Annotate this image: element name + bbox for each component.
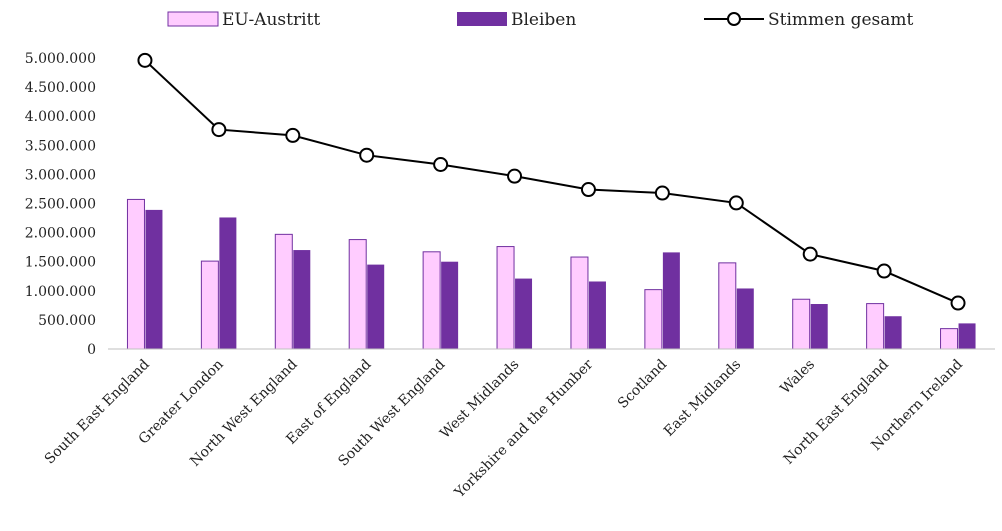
total-votes-point [507, 168, 523, 184]
y-tick-label: 5.000.000 [25, 51, 96, 67]
bar-eu-austritt [200, 260, 219, 350]
total-votes-point [950, 295, 966, 311]
legend: EU-Austritt Bleiben Stimmen gesamt [167, 10, 913, 30]
bar-bleiben [958, 323, 976, 349]
bar-bleiben [219, 217, 237, 349]
total-votes-point [359, 147, 375, 163]
total-votes-point [137, 52, 153, 68]
bar-eu-austritt [126, 198, 145, 350]
bar-eu-austritt [792, 298, 811, 350]
bar-eu-austritt [422, 251, 441, 350]
legend-swatch-eu-austritt [167, 11, 219, 27]
bar-bleiben [588, 281, 606, 349]
bar-eu-austritt [348, 239, 367, 350]
total-votes-point [211, 122, 227, 138]
y-axis: 0 500.000 1.000.000 1.500.000 2.000.000 2.500… [25, 51, 96, 358]
bar-eu-austritt [496, 246, 515, 350]
x-tick-label: East Midlands [661, 357, 744, 440]
legend-marker-stimmen-gesamt [727, 12, 741, 26]
bar-bleiben [515, 278, 533, 349]
x-tick-label: Scotland [615, 356, 670, 411]
bar-bleiben [367, 264, 385, 349]
bar-bleiben [662, 252, 680, 349]
y-tick-label: 1.000.000 [25, 284, 96, 300]
x-tick-label: West Midlands [437, 357, 522, 442]
bar-eu-austritt [644, 289, 663, 350]
total-votes-point [654, 185, 670, 201]
total-votes-point [285, 127, 301, 143]
bars [126, 198, 976, 350]
bar-eu-austritt [940, 328, 959, 350]
total-votes-point [876, 263, 892, 279]
bar-bleiben [736, 288, 754, 349]
total-votes-point [580, 182, 596, 198]
y-tick-label: 3.500.000 [25, 138, 96, 154]
total-votes-point [802, 246, 818, 262]
y-tick-label: 4.000.000 [25, 109, 96, 125]
bar-eu-austritt [866, 303, 885, 350]
total-votes-point [728, 195, 744, 211]
total-votes-line [144, 59, 959, 304]
bar-bleiben [293, 250, 311, 349]
y-tick-label: 2.000.000 [25, 226, 96, 242]
x-tick-label: Yorkshire and the Humber [451, 356, 596, 501]
legend-swatch-bleiben [457, 12, 507, 26]
bar-eu-austritt [718, 262, 737, 350]
total-votes-point [433, 157, 449, 173]
y-tick-label: 1.500.000 [25, 255, 96, 271]
legend-label-eu-austritt: EU-Austritt [222, 10, 320, 30]
y-tick-label: 0 [87, 342, 96, 358]
y-tick-label: 2.500.000 [25, 197, 96, 213]
y-tick-label: 4.500.000 [25, 80, 96, 96]
legend-label-bleiben: Bleiben [511, 10, 576, 30]
bar-bleiben [145, 209, 163, 349]
y-tick-label: 3.000.000 [25, 167, 96, 183]
x-tick-label: Wales [777, 357, 818, 398]
bar-eu-austritt [274, 233, 293, 350]
y-tick-label: 500.000 [38, 313, 96, 329]
bar-bleiben [884, 316, 902, 349]
x-tick-label: South East England [42, 356, 153, 467]
legend-label-stimmen-gesamt: Stimmen gesamt [768, 10, 913, 30]
line-series [137, 52, 966, 311]
bar-eu-austritt [570, 256, 589, 350]
bar-bleiben [441, 261, 459, 349]
bar-bleiben [810, 304, 828, 349]
